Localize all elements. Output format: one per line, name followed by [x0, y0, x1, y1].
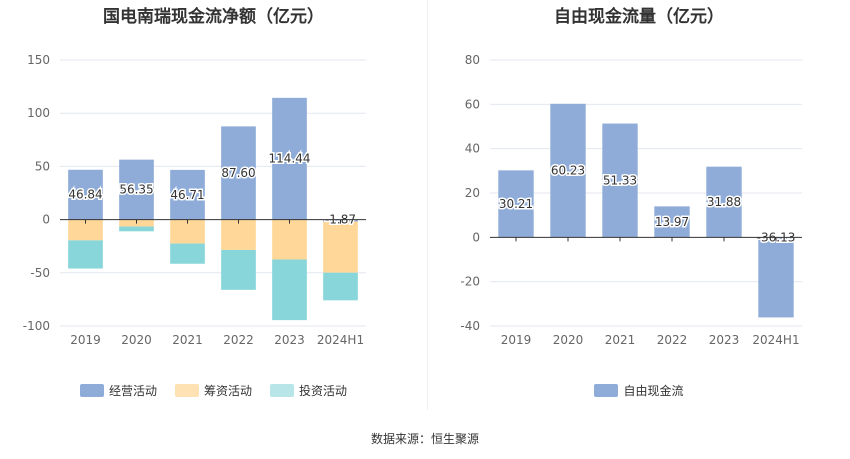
y-tick-label: 100	[27, 106, 50, 120]
y-tick-label: 150	[27, 53, 50, 67]
data-label: 46.84	[68, 188, 102, 202]
cashflow-chart-panel: 国电南瑞现金流净额（亿元） 150 100 50 0 -50 -100 46.84 2019 5…	[0, 0, 427, 420]
data-label: 87.60	[221, 166, 255, 180]
data-label: 30.21	[499, 197, 533, 211]
data-source: 数据来源：恒生聚源	[370, 432, 479, 446]
x-tick-label: 2020	[553, 333, 584, 347]
bar	[119, 226, 154, 232]
x-tick-label: 2024H1	[752, 333, 799, 347]
bar	[706, 166, 742, 238]
bar	[272, 259, 307, 321]
bar	[498, 170, 534, 238]
legend-item-financing[interactable]: 筹资活动	[174, 382, 252, 399]
legend-item-free-cashflow[interactable]: 自由现金流	[594, 382, 684, 399]
data-label: 114.44	[269, 152, 311, 166]
y-tick-label: -20	[460, 275, 480, 289]
bar	[221, 249, 256, 290]
legend-item-operating[interactable]: 经营活动	[79, 382, 157, 399]
bar	[68, 240, 103, 269]
legend-label: 筹资活动	[203, 384, 252, 398]
bar	[272, 219, 307, 260]
data-label: 51.33	[603, 173, 637, 187]
bar	[119, 159, 154, 220]
y-tick-label: 20	[465, 186, 480, 200]
bar	[170, 219, 205, 244]
data-label: 31.88	[707, 195, 741, 209]
x-tick-label: 2019	[501, 333, 532, 347]
bar	[221, 126, 256, 220]
x-tick-label: 2023	[274, 333, 305, 347]
bar	[323, 272, 358, 301]
bar	[272, 97, 307, 220]
bar	[170, 243, 205, 264]
bar	[221, 219, 256, 250]
bar	[323, 221, 358, 273]
x-tick-label: 2022	[657, 333, 688, 347]
y-tick-label: 0	[42, 213, 50, 227]
y-tick-label: -100	[23, 319, 50, 333]
bar	[170, 169, 205, 220]
legend-swatch	[79, 384, 104, 397]
legend-swatch	[594, 384, 619, 397]
y-tick-label: 80	[465, 53, 480, 67]
bar	[602, 123, 638, 238]
panel-divider	[427, 0, 428, 410]
x-tick-label: 2019	[70, 333, 101, 347]
y-tick-label: -50	[30, 266, 50, 280]
y-tick-label: 40	[465, 142, 480, 156]
cashflow-chart: 150 100 50 0 -50 -100 46.84 2019 56.35 2020 46.71 2…	[23, 53, 366, 347]
legend-swatch	[270, 384, 294, 397]
legend-label: 自由现金流	[623, 384, 684, 398]
legend-swatch	[174, 384, 199, 397]
bar	[550, 103, 586, 238]
y-tick-label: 60	[465, 97, 480, 111]
data-label: 60.23	[551, 164, 585, 178]
free-cashflow-chart: 80 60 40 20 0 -20 -40 30.21 2019 60.23 2020 51.33 20…	[460, 53, 802, 347]
chart-title: 国电南瑞现金流净额（亿元）	[103, 7, 324, 27]
data-label: 56.35	[119, 183, 153, 197]
legend-item-investing[interactable]: 投资活动	[270, 382, 347, 399]
bar	[758, 237, 794, 318]
bar	[654, 206, 690, 238]
legend-label: 投资活动	[299, 384, 348, 398]
x-tick-label: 2020	[121, 333, 152, 347]
legend-label: 经营活动	[108, 384, 157, 398]
x-tick-label: 2022	[223, 333, 254, 347]
legend: 经营活动 筹资活动 投资活动	[0, 382, 427, 399]
x-tick-label: 2021	[172, 333, 203, 347]
chart-title: 自由现金流量（亿元）	[554, 7, 724, 27]
y-tick-label: -40	[460, 319, 480, 333]
x-tick-label: 2021	[605, 333, 636, 347]
legend: 自由现金流	[428, 382, 850, 399]
bar	[68, 219, 103, 241]
data-label: 13.97	[655, 215, 689, 229]
bar	[68, 169, 103, 220]
y-tick-label: 0	[472, 230, 480, 244]
y-tick-label: 50	[35, 159, 50, 173]
x-tick-label: 2023	[709, 333, 740, 347]
data-label: 46.71	[170, 188, 204, 202]
x-tick-label: 2024H1	[317, 333, 364, 347]
free-cashflow-chart-panel: 自由现金流量（亿元） 80 60 40 20 0 -20 -40 30.21 2019 60.23…	[428, 0, 850, 420]
